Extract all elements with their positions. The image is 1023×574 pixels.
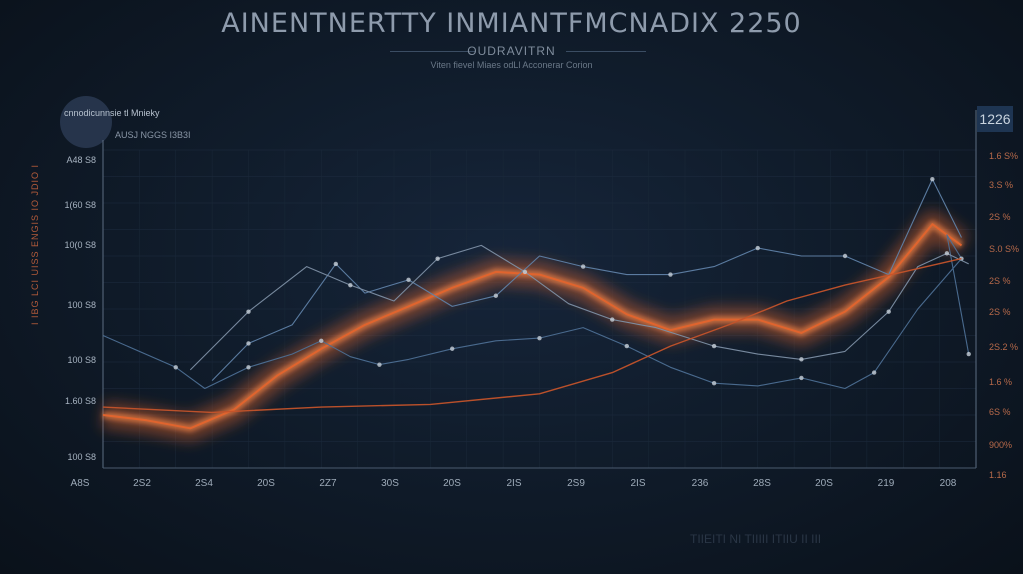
series-point	[944, 251, 950, 256]
y-tick-left: 100 S8	[67, 452, 96, 462]
series-point	[450, 346, 455, 351]
series-line-main	[102, 223, 963, 430]
y-tick-right: 2S.2 %	[989, 342, 1018, 352]
series-point	[711, 381, 717, 386]
y-tick-right: 2S %	[989, 307, 1011, 317]
series-point	[377, 362, 382, 367]
x-tick: 2Z7	[319, 478, 337, 489]
y-tick-left: 10(0 S8	[64, 240, 96, 250]
x-tick: 20S	[443, 478, 461, 489]
x-tick: 2IS	[506, 478, 521, 489]
x-tick: 2S4	[195, 478, 213, 489]
y-tick-right: S.0 S%	[989, 244, 1019, 254]
y-tick-right: 1.16	[989, 470, 1007, 480]
series-point	[580, 264, 586, 269]
series-point	[246, 365, 251, 370]
series-point	[435, 256, 440, 261]
x-tick: 30S	[381, 478, 399, 489]
series-point	[930, 176, 935, 182]
series-point	[522, 269, 528, 275]
series-point	[799, 357, 804, 362]
y-tick-left: 1(60 S8	[64, 200, 96, 210]
y-tick-right: 3.S %	[989, 180, 1013, 190]
y-tick-left: 100 S8	[67, 355, 96, 365]
title-rule-left	[390, 51, 475, 52]
legend-subtitle: AUSJ NGGS I3B3I	[115, 130, 191, 140]
y-tick-left: 1.60 S8	[65, 396, 96, 406]
series-point	[755, 245, 760, 251]
x-tick: 219	[878, 478, 895, 489]
legend-title: cnnodicunnsie tl Mnieky	[64, 108, 160, 118]
x-tick: 2S9	[567, 478, 585, 489]
x-tick: 20S	[257, 478, 275, 489]
legend: cnnodicunnsie tl Mnieky AUSJ NGGS I3B3I	[60, 96, 260, 148]
y-tick-right: 6S %	[989, 407, 1011, 417]
x-tick: 28S	[753, 478, 771, 489]
series-point	[668, 272, 673, 277]
value-badge: 1226	[977, 106, 1013, 132]
series-line	[102, 257, 962, 414]
y-tick-right: 2S %	[989, 276, 1011, 286]
series-glow	[101, 211, 970, 442]
title-rule-right	[566, 51, 646, 52]
series-point	[333, 261, 338, 267]
x-tick: 236	[692, 478, 709, 489]
series-layer	[101, 176, 971, 442]
series-point	[842, 253, 848, 259]
series-point	[319, 338, 324, 343]
x-tick: 208	[940, 478, 957, 489]
series-point	[348, 282, 353, 288]
y-tick-left: 100 S8	[67, 300, 96, 310]
series-point	[406, 277, 411, 283]
series-point	[711, 343, 717, 349]
x-tick: A8S	[71, 478, 90, 489]
y-tick-right: 1.6 %	[989, 377, 1012, 387]
series-point	[871, 370, 877, 375]
series-point	[799, 375, 804, 381]
series-point	[537, 335, 542, 341]
series-point	[886, 309, 891, 314]
y-tick-left: A48 S8	[66, 155, 96, 165]
series-point	[246, 341, 251, 346]
tick-labels: A48 S8 1(60 S8 10(0 S8 100 S8 100 S8 1.60 S8 1…	[64, 151, 1019, 489]
y-tick-right: 900%	[989, 440, 1012, 450]
series-point	[246, 309, 251, 314]
x-tick: 2IS	[630, 478, 645, 489]
chart-subtitle: OUDRAVITRN	[467, 44, 556, 58]
series-point	[966, 351, 971, 357]
series-point	[173, 365, 178, 370]
y-tick-right: 1.6 S%	[989, 151, 1018, 161]
chart-title: AINENTNERTTY INMIANTFMCNADIX 2250	[221, 8, 802, 39]
series-point	[493, 293, 499, 298]
series-line	[102, 234, 970, 390]
x-tick: 2S2	[133, 478, 151, 489]
x-tick: 20S	[815, 478, 833, 489]
series-point	[610, 317, 615, 322]
grid-lines	[102, 149, 977, 469]
y-tick-right: 2S %	[989, 212, 1011, 222]
legend-circle-icon	[60, 96, 112, 148]
bottom-reflection-text: TIIEITI NI TIIIII ITIIU II III	[690, 532, 822, 546]
axes	[102, 110, 977, 469]
series-point	[624, 343, 629, 349]
chart-caption: Viten fievel Miaes odLl Acconerar Corion	[430, 60, 593, 70]
